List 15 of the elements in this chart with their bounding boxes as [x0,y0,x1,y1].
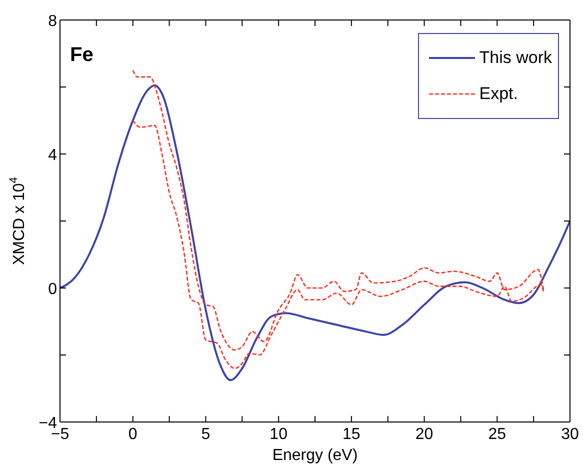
x-tick-label: 0 [128,426,138,443]
x-tick-label: 5 [201,426,210,443]
y-tick-label: 0 [48,281,58,298]
x-tick-label: 10 [270,426,288,443]
legend-label: This work [479,48,552,68]
x-tick-label: 15 [342,426,360,443]
y-tick-label: 8 [48,13,58,30]
line-series [60,84,570,382]
x-tick-label: 20 [415,426,434,443]
x-axis-title: Energy (eV) [272,447,358,464]
x-tick-label: 30 [561,426,579,443]
annotation: Fe [70,44,94,67]
x-tick-label: 25 [488,426,506,443]
legend-label: Expt. [479,84,518,104]
y-tick-label: 4 [48,147,58,164]
